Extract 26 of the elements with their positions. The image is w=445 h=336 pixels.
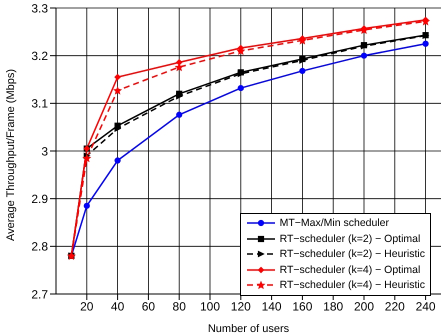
legend-label: RT−scheduler (k=4) − Optimal [280, 264, 420, 276]
y-tick-label: 2.8 [31, 240, 48, 254]
x-tick-label: 60 [142, 300, 156, 314]
legend-label: RT−scheduler (k=2) − Optimal [280, 232, 420, 245]
x-tick-label: 140 [262, 300, 282, 314]
x-tick-label: 120 [230, 300, 252, 314]
x-tick-label: 100 [200, 300, 220, 314]
y-tick-label: 3 [41, 144, 48, 158]
x-axis-title: Number of users [208, 323, 290, 335]
y-axis-title: Average Throughput/Frame (Mbps) [4, 68, 17, 241]
legend-label: RT−scheduler (k=4) − Heuristic [280, 279, 425, 292]
legend-label: MT−Max/Min scheduler [280, 217, 390, 230]
x-tick-label: 240 [416, 300, 436, 314]
x-tick-label: 80 [172, 300, 186, 314]
y-tick-label: 2.7 [31, 287, 48, 302]
y-tick-label: 3.2 [31, 48, 48, 63]
x-tick-label: 160 [292, 300, 313, 314]
legend-label: RT−scheduler (k=2) − Heuristic [280, 248, 425, 260]
x-tick-label: 20 [80, 300, 94, 314]
x-tick-label: 40 [110, 300, 125, 314]
y-tick-label: 3.3 [31, 1, 48, 16]
y-tick-label: 3.1 [31, 96, 48, 111]
x-tick-label: 180 [323, 300, 344, 314]
x-tick-label: 220 [384, 300, 406, 314]
y-tick-label: 2.9 [31, 192, 48, 206]
x-tick-label: 200 [354, 300, 374, 314]
